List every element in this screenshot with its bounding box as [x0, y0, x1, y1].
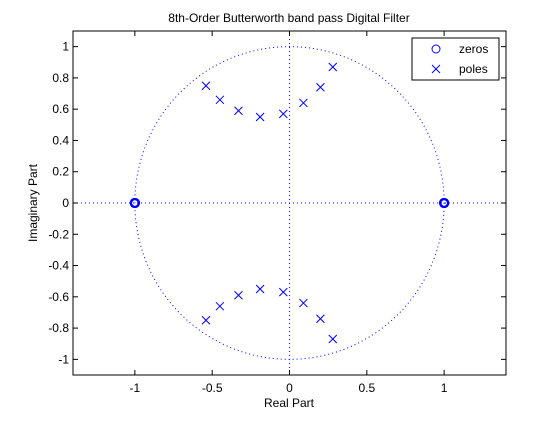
x-tick-label: 0	[286, 381, 293, 395]
x-tick-label: 0.5	[358, 381, 375, 395]
y-tick-label: 0.6	[52, 102, 69, 116]
y-tick-label: -0.2	[48, 227, 69, 241]
y-tick-label: 0.4	[52, 133, 69, 147]
y-tick-label: 0.8	[52, 71, 69, 85]
y-tick-label: -1	[58, 352, 69, 366]
x-tick-label: 1	[441, 381, 448, 395]
y-tick-label: 0	[62, 196, 69, 210]
y-tick-label: 1	[62, 40, 69, 54]
x-axis-label: Real Part	[264, 396, 315, 410]
legend: zeros poles	[412, 38, 499, 80]
y-tick-label: -0.6	[48, 290, 69, 304]
x-tick-label: -0.5	[202, 381, 223, 395]
x-tick-label: -1	[130, 381, 141, 395]
legend-zeros-label: zeros	[459, 42, 488, 56]
y-tick-label: -0.4	[48, 259, 69, 273]
y-tick-label: 0.2	[52, 165, 69, 179]
chart-title: 8th-Order Butterworth band pass Digital …	[168, 11, 409, 25]
y-tick-label: -0.8	[48, 321, 69, 335]
y-axis-label: Imaginary Part	[26, 163, 40, 242]
legend-poles-label: poles	[459, 62, 488, 76]
